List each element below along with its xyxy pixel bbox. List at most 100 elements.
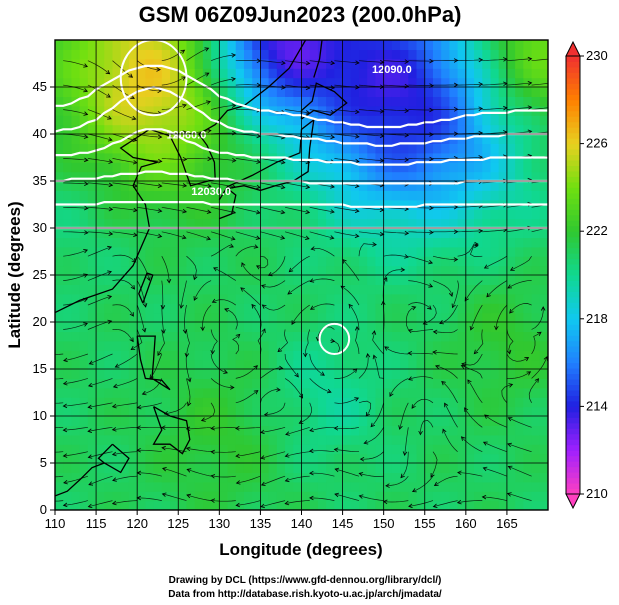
heat-cell: [268, 246, 278, 257]
streamline-arrow: [330, 184, 335, 189]
streamline: [309, 378, 332, 393]
heat-cell: [55, 218, 64, 229]
heat-cell: [317, 397, 327, 408]
heat-cell: [128, 237, 138, 248]
heat-cell: [539, 444, 548, 455]
heat-cell: [359, 293, 368, 304]
heat-cell: [128, 143, 138, 154]
heat-cell: [178, 434, 188, 445]
streamline-arrow: [478, 155, 484, 160]
heat-cell: [128, 387, 138, 398]
heat-cell: [375, 256, 385, 267]
heat-cell: [243, 491, 253, 502]
heat-cell: [359, 152, 368, 163]
heat-cell: [326, 40, 335, 50]
heat-cell: [268, 115, 278, 126]
heat-cell: [227, 58, 237, 69]
heat-cell: [490, 246, 500, 257]
streamline-arrow: [448, 292, 454, 298]
heat-cell: [506, 40, 516, 50]
heat-cell: [71, 350, 81, 361]
contour-high-center: [119, 40, 188, 117]
heat-cell: [145, 397, 155, 408]
heat-cell: [260, 181, 270, 191]
heat-cell: [71, 115, 81, 126]
heat-cell: [112, 293, 122, 304]
heat-cell: [309, 387, 319, 398]
heat-cell: [342, 463, 352, 473]
heat-cell: [128, 453, 138, 464]
streamline: [334, 397, 359, 404]
streamline-arrow: [182, 103, 187, 108]
heat-cell: [441, 181, 450, 191]
streamline: [464, 407, 483, 428]
heat-cell: [276, 331, 286, 342]
heat-cell: [400, 369, 409, 379]
heat-cell: [441, 293, 450, 304]
heat-cell: [79, 209, 89, 220]
heat-cell: [211, 387, 220, 398]
heat-cell: [128, 284, 138, 295]
streamline: [186, 329, 190, 357]
heat-cell: [515, 472, 524, 483]
heat-cell: [490, 500, 500, 510]
streamline: [186, 72, 209, 86]
heat-cell: [170, 463, 179, 473]
streamline: [63, 231, 88, 234]
streamline-arrow: [107, 270, 112, 275]
streamline: [87, 158, 113, 163]
heat-cell: [79, 40, 89, 50]
streamline-arrow: [411, 306, 417, 311]
heat-cell: [375, 397, 385, 408]
heat-cell: [424, 293, 434, 304]
heat-cell: [219, 190, 229, 201]
heat-cell: [334, 416, 344, 426]
heat-cell: [55, 322, 64, 332]
heat-cell: [219, 312, 229, 323]
streamline-arrow: [83, 134, 89, 139]
heat-cell: [400, 397, 409, 408]
heat-cell: [227, 143, 237, 154]
heat-cell: [465, 481, 475, 492]
heat-cell: [145, 312, 155, 323]
streamline: [457, 472, 483, 477]
heat-cell: [490, 115, 500, 126]
heat-cell: [350, 87, 360, 97]
heat-cell: [383, 491, 393, 502]
heat-cell: [424, 406, 434, 417]
streamline-arrow: [432, 329, 438, 335]
streamline-arrow: [469, 325, 474, 331]
heat-cell: [449, 463, 459, 473]
heat-cell: [309, 481, 319, 492]
heat-cell: [63, 68, 73, 79]
heat-cell: [178, 190, 188, 201]
heat-cell: [260, 256, 270, 267]
heat-cell: [96, 96, 105, 107]
heat-cell: [301, 218, 311, 229]
heat-cell: [178, 491, 188, 502]
heat-cell: [235, 190, 245, 201]
heat-cell: [457, 481, 467, 492]
streamline: [211, 499, 236, 502]
streamline-arrow: [62, 427, 68, 433]
heat-cell: [416, 303, 426, 314]
heat-cell: [276, 87, 286, 97]
streamline-arrow: [261, 304, 267, 309]
heat-cell: [539, 369, 548, 379]
heat-cell: [506, 397, 516, 408]
heat-cell: [317, 293, 327, 304]
heat-cell: [235, 96, 245, 107]
heat-cell: [515, 340, 524, 351]
heat-cell: [359, 491, 368, 502]
streamline-arrow: [429, 58, 434, 64]
heat-cell: [326, 77, 335, 88]
heat-cell: [334, 293, 344, 304]
heat-cell: [186, 303, 196, 314]
heat-cell: [63, 115, 73, 126]
heat-cell: [145, 237, 155, 248]
colorbar-band: [566, 198, 580, 205]
heat-cell: [202, 359, 212, 370]
heat-cell: [432, 406, 442, 417]
heat-cell: [202, 491, 212, 502]
heat-cell: [301, 500, 311, 510]
